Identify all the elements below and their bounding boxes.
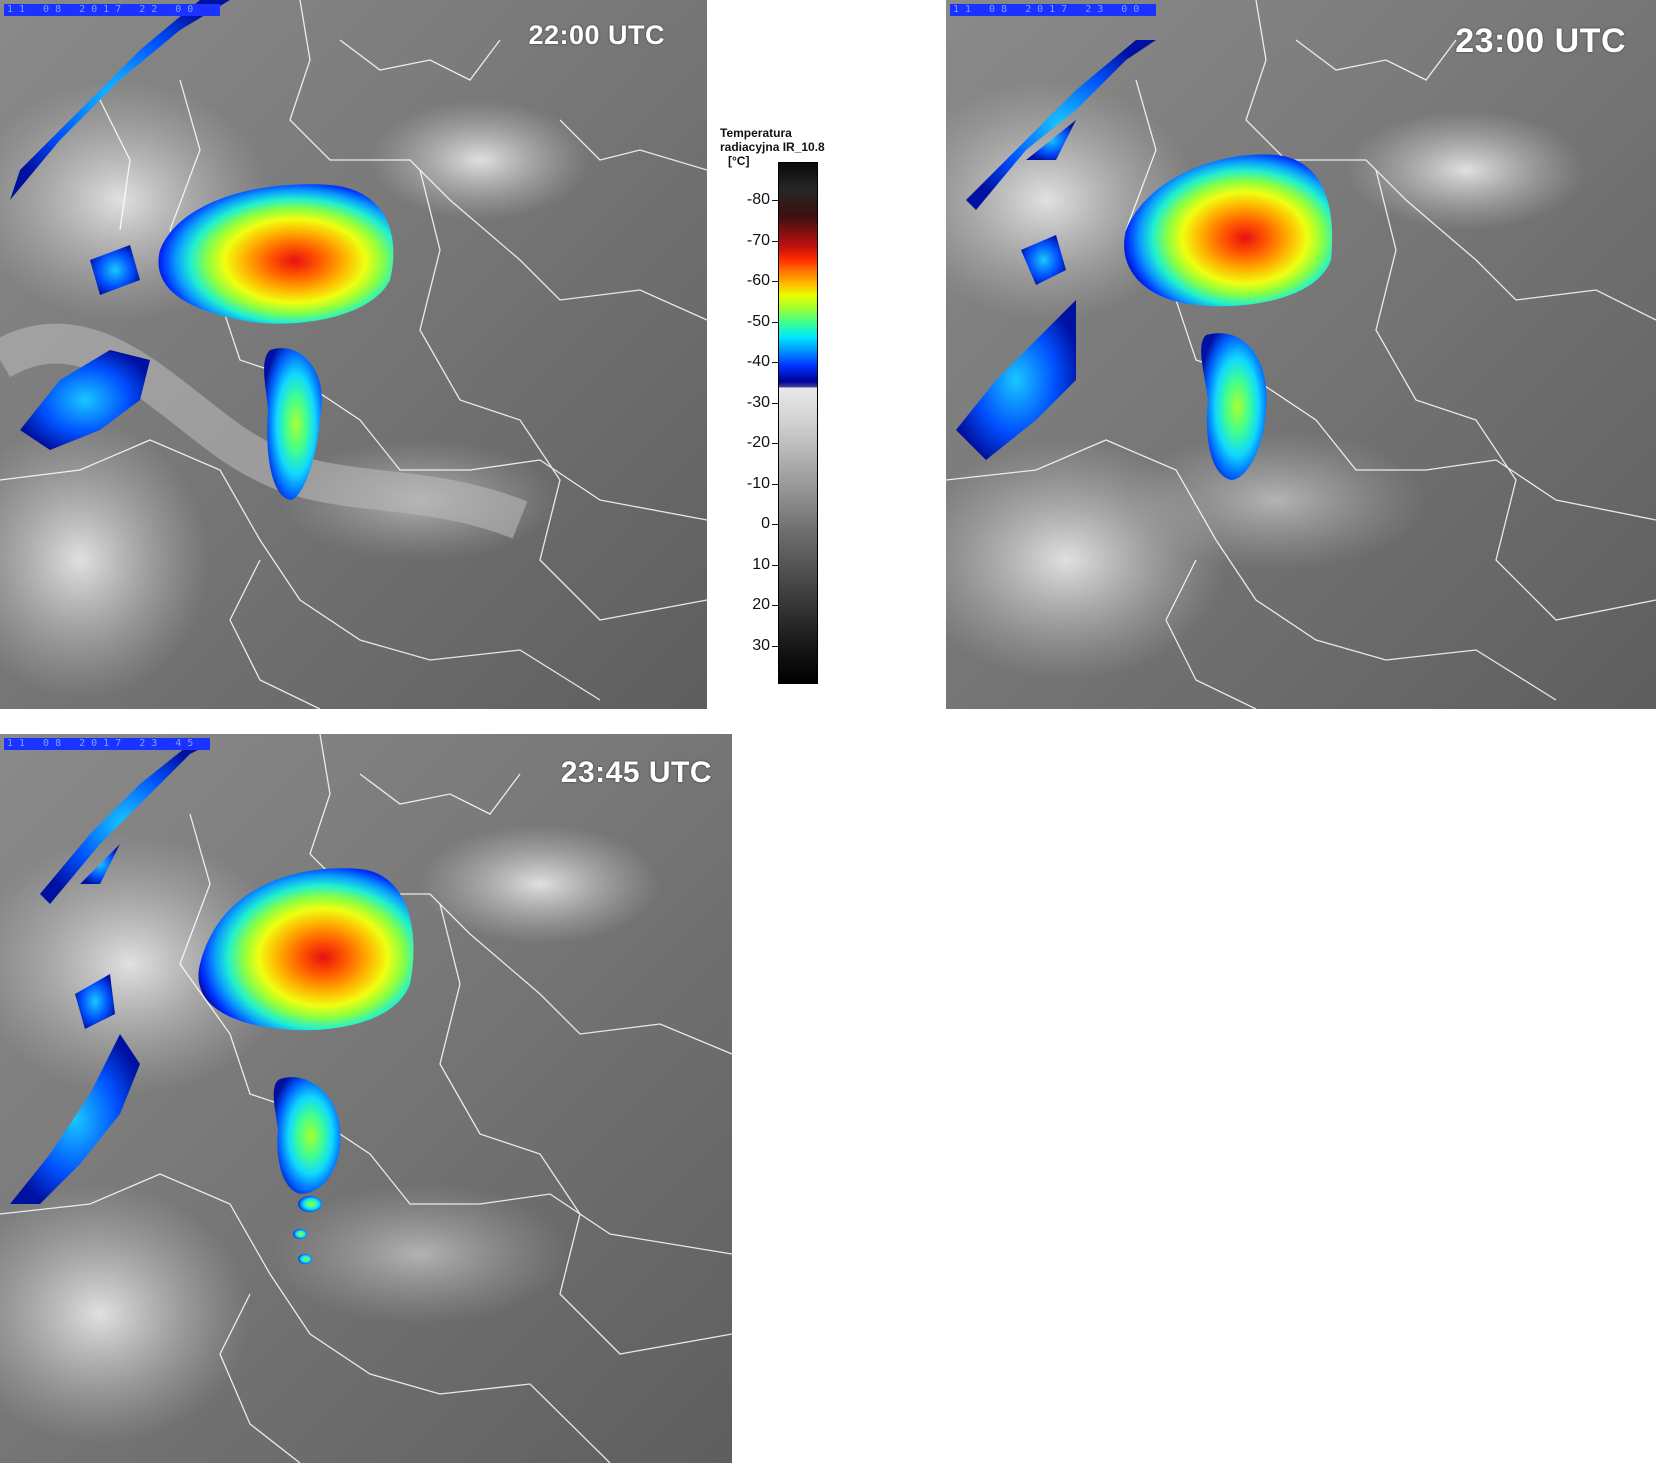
legend-tick-label: 20 (734, 597, 778, 613)
legend-tick-label: -20 (734, 435, 778, 451)
satellite-image-2345 (0, 734, 732, 1463)
satellite-panel-2200: 11 08 2017 22 00 22:00 UTC (0, 0, 707, 709)
legend-tick-label: -40 (734, 354, 778, 370)
legend-tick-label: -10 (734, 475, 778, 492)
legend-color-bar (778, 162, 818, 684)
time-label: 23:00 UTC (1455, 22, 1626, 60)
legend-tick-label: -30 (734, 394, 778, 411)
date-stamp: 11 08 2017 23 00 (950, 4, 1156, 16)
legend-unit: [°C] (728, 154, 750, 168)
legend-tick-label: 30 (734, 637, 778, 654)
legend-tick-label: -60 (734, 273, 778, 289)
satellite-panel-2300: 11 08 2017 23 00 23:00 UTC (946, 0, 1656, 709)
legend-tick-label: -80 (734, 192, 778, 208)
temperature-legend: Temperatura radiacyjna IR_10.8 [°C] -80 -… (712, 126, 862, 686)
legend-tick-label: -70 (734, 232, 778, 249)
date-stamp: 11 08 2017 23 45 (4, 738, 210, 750)
satellite-image-2300 (946, 0, 1656, 709)
legend-tick-label: 0 (734, 516, 778, 532)
time-label: 22:00 UTC (528, 20, 665, 50)
legend-tick-label: 10 (734, 556, 778, 573)
satellite-image-2200 (0, 0, 707, 709)
legend-title-line1: Temperatura (720, 126, 792, 140)
time-label: 23:45 UTC (560, 756, 712, 789)
legend-tick-label: -50 (734, 313, 778, 330)
satellite-panel-2345: 11 08 2017 23 45 23:45 UTC (0, 734, 732, 1463)
legend-title-line2: radiacyjna IR_10.8 (720, 140, 825, 154)
date-stamp: 11 08 2017 22 00 (4, 4, 220, 16)
legend-title: Temperatura radiacyjna IR_10.8 [°C] (720, 126, 870, 168)
